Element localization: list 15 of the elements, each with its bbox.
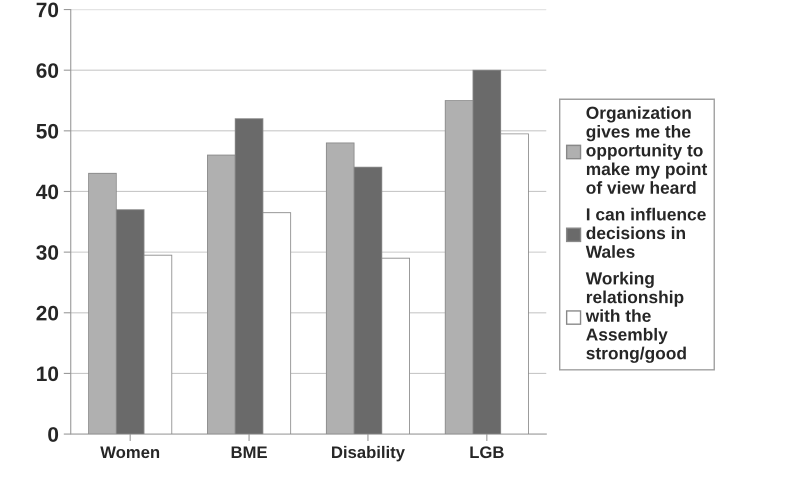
y-tick-label: 20 (36, 306, 58, 321)
x-tick-label: Women (100, 446, 160, 458)
y-tick-label: 70 (36, 2, 58, 18)
y-tick-label: 10 (37, 366, 58, 382)
x-tick-label: BME (232, 446, 267, 458)
legend-label: Organization gives me the opportunity to make my point of view heard (586, 106, 708, 194)
legend-label: Working relationship with the Assembly strong/good (586, 272, 686, 363)
x-tick-label: Disability (332, 446, 405, 462)
y-tick-label: 0 (48, 427, 58, 442)
y-tick-label: 60 (36, 63, 58, 78)
y-tick-label: 40 (36, 184, 58, 200)
x-tick-label: LGB (470, 446, 504, 458)
y-tick-label: 50 (36, 124, 58, 139)
legend-label: I can influence decisions in Wales (586, 208, 706, 258)
y-tick-label: 30 (36, 245, 58, 260)
